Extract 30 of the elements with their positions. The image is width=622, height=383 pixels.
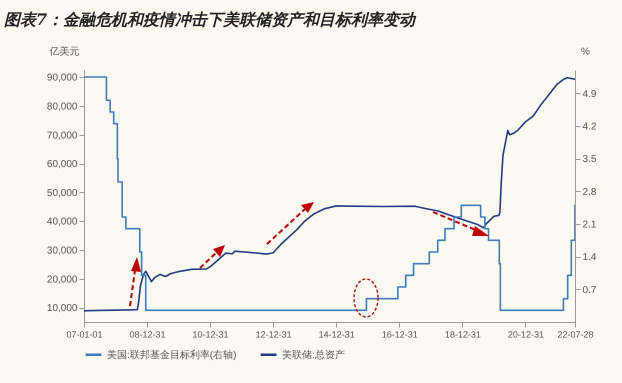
x-tick-label: 07-01-01: [66, 330, 103, 340]
x-tick-label: 12-12-31: [256, 330, 292, 340]
y-tick-label: 20,000: [46, 274, 78, 286]
y2-tick-label: 2.1: [582, 220, 597, 230]
y2-tick-label: 2.8: [582, 186, 597, 198]
y2-tick-label: 0.7: [582, 284, 597, 296]
y-tick-label: 80,000: [46, 102, 78, 112]
chart-title: 图表7：金融危机和疫情冲击下美联储资产和目标利率变动: [4, 10, 418, 29]
y2-tick-label: 4.9: [582, 88, 597, 100]
y-tick-label: 10,000: [46, 303, 78, 314]
x-tick-label: 14-12-31: [318, 330, 355, 340]
y-tick-label: 60,000: [46, 159, 78, 170]
x-tick-label: 10-12-31: [192, 330, 229, 340]
y-tick-label: 50,000: [46, 188, 78, 199]
x-tick-label: 18-12-31: [444, 330, 481, 340]
y-axis-title: 亿美元: [48, 46, 80, 58]
legend-label: 美联储:总资产: [282, 348, 345, 361]
x-tick-label: 22-07-28: [557, 330, 594, 340]
y2-tick-label: 3.5: [582, 154, 597, 166]
y-tick-label: 70,000: [46, 130, 78, 142]
y-tick-label: 40,000: [46, 216, 78, 228]
x-tick-label: 20-12-31: [508, 330, 544, 340]
y2-tick-label: 1.4: [582, 252, 597, 264]
y2-axis-title: %: [581, 46, 590, 58]
y2-tick-label: 4.2: [582, 122, 597, 132]
x-tick-label: 08-12-31: [130, 330, 166, 340]
y-tick-label: 90,000: [46, 72, 78, 84]
x-tick-label: 16-12-31: [382, 330, 418, 340]
legend-label: 美国:联邦基金目标利率(右轴): [107, 348, 236, 361]
y-tick-label: 30,000: [46, 246, 78, 256]
